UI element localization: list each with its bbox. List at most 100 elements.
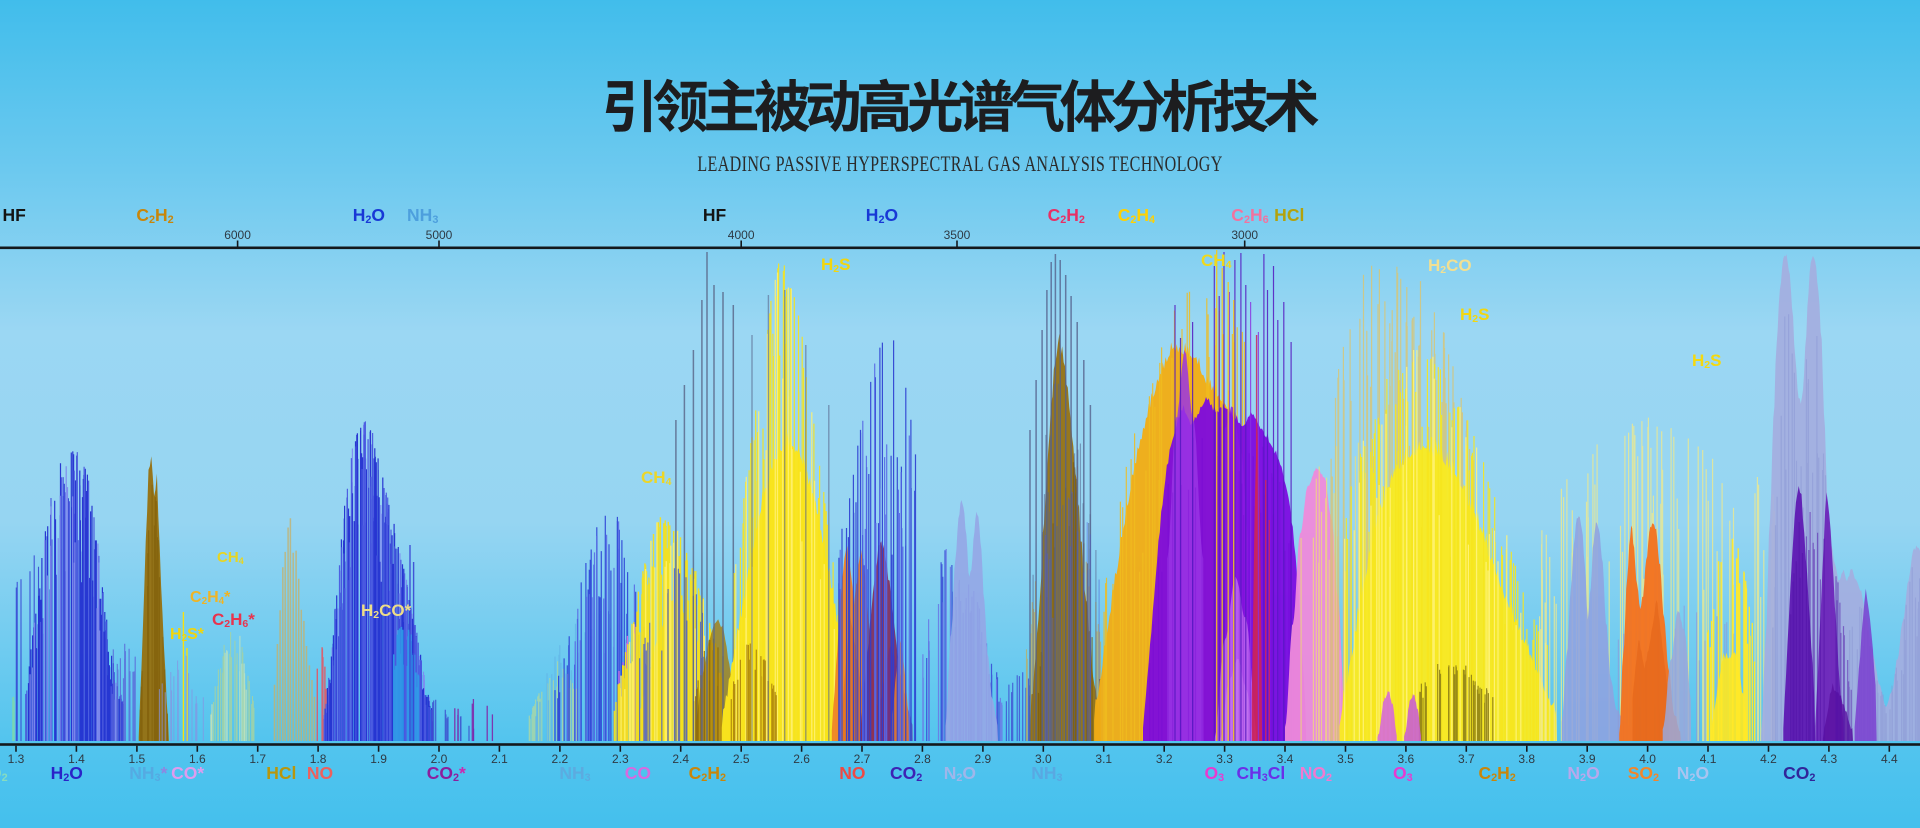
band-CH4	[210, 635, 247, 741]
band-C2H2	[1419, 664, 1494, 741]
page-subtitle: LEADING PASSIVE HYPERSPECTRAL GAS ANALYS…	[697, 151, 1223, 176]
band-N2O	[1662, 610, 1692, 741]
bottom-molecule-label: CO*	[171, 763, 205, 783]
band-O3	[1404, 693, 1421, 741]
top-axis-tick-label: 6000	[224, 227, 251, 242]
bottom-molecule-label: N2O	[1567, 763, 1600, 784]
plot-molecule-label: C2H6*	[212, 610, 255, 630]
band-C2H6	[1174, 252, 1292, 741]
bottom-axis-tick-label: 1.8	[309, 751, 327, 766]
band-H2O	[29, 466, 117, 741]
plot-molecule-label: H2CO*	[361, 601, 412, 621]
bottom-molecule-label: NH3	[559, 763, 591, 784]
band-H2S*	[182, 612, 188, 741]
axis-ticks	[15, 240, 1891, 752]
band-NO	[891, 639, 910, 741]
bottom-axis-tick-label: 1.4	[68, 751, 85, 766]
bottom-molecule-label: NH3	[1031, 763, 1063, 784]
bottom-molecule-label: NH3*	[129, 763, 168, 784]
bottom-axis-tick-label: 3.6	[1397, 751, 1415, 766]
plot-molecule-label: CH4	[641, 468, 672, 488]
title-glyph	[959, 78, 1013, 132]
top-molecule-label: HF	[702, 205, 727, 225]
band-H2O	[751, 290, 830, 741]
bottom-axis-tick-label: 2.3	[611, 751, 629, 766]
bottom-molecule-label: N2O	[943, 763, 977, 784]
plot-molecule-label: H2CO	[1428, 256, 1472, 276]
band-C2H2	[138, 456, 169, 741]
top-axis-tick-label: 3500	[943, 227, 971, 242]
bottom-axis-tick-label: 2.9	[974, 751, 992, 766]
band-O3	[1377, 690, 1397, 741]
top-molecule-label: C2H6	[1231, 205, 1269, 226]
title-glyph	[755, 78, 810, 133]
band-C2H6	[1167, 350, 1204, 741]
bottom-axis-tick-label: 4.3	[1820, 751, 1838, 766]
bottom-axis-tick-label: 3.3	[1216, 751, 1233, 766]
band-H2O	[1044, 491, 1100, 741]
band-H2O	[839, 363, 910, 741]
band-H2O	[432, 699, 475, 741]
band-N2O	[945, 500, 998, 741]
title-glyph	[1264, 79, 1319, 133]
plot-molecule-label: C2H4*	[190, 589, 231, 607]
band-H2S	[1706, 538, 1756, 741]
bottom-molecule-label: CO2	[1783, 763, 1816, 784]
bottom-axis-tick-label: 1.5	[128, 751, 146, 766]
band-CH4	[210, 632, 255, 741]
top-molecule-label: NH3	[407, 205, 439, 226]
top-molecule-label: C2H2	[1047, 205, 1085, 226]
band-HCl	[1255, 335, 1270, 741]
bottom-molecule-label: CH3Cl	[1236, 763, 1286, 784]
bottom-axis-tick-label: 2.0	[430, 751, 448, 766]
bottom-molecule-label: CO	[624, 763, 651, 783]
plot-molecule-label: CH4	[1201, 251, 1232, 271]
band-C2H6	[1228, 292, 1259, 741]
bottom-axis-tick-label: 3.5	[1337, 751, 1354, 766]
bottom-axis-tick-label: 4.2	[1760, 751, 1777, 766]
bottom-axis-tick-label: 1.9	[370, 751, 387, 766]
page-title	[605, 78, 1319, 133]
title-glyph	[653, 78, 708, 133]
bottom-molecule-label: SO2	[1627, 763, 1660, 784]
bottom-axis-tick-label: 2.5	[732, 751, 750, 766]
bottom-axis-tick-label: 4.4	[1880, 751, 1898, 766]
top-molecule-label: C2H4	[1117, 205, 1156, 226]
top-axis-tick-label: 3000	[1231, 227, 1259, 242]
bottom-axis-tick-label: 2.8	[914, 751, 931, 766]
title-glyph	[706, 78, 758, 131]
plot-molecule-label: H2S*	[170, 626, 204, 644]
bottom-axis-tick-label: 4.1	[1699, 751, 1717, 766]
title-glyph	[605, 79, 651, 133]
top-axis-tick-label: 5000	[425, 227, 453, 242]
bottom-molecule-label: O3	[1204, 763, 1225, 784]
bottom-axis-tick-label: 2.6	[793, 751, 810, 766]
bottom-molecule-label: NO2	[1299, 763, 1332, 784]
title-glyph	[1162, 78, 1217, 133]
title-glyph	[1009, 78, 1064, 132]
plot-molecule-label: CH4	[217, 549, 244, 566]
top-axis-line	[0, 246, 1920, 250]
title-glyph	[908, 78, 962, 133]
top-molecule-label: C2H2	[136, 205, 174, 226]
top-molecule-label: HF	[2, 205, 26, 225]
top-molecule-label: H2O	[865, 205, 899, 226]
bottom-axis-tick-label: 2.1	[491, 751, 508, 766]
bottom-axis-tick-label: 1.7	[249, 751, 267, 766]
bottom-axis-line	[0, 743, 1920, 746]
band-CH4	[1216, 250, 1235, 741]
bottom-molecule-label: HCl	[266, 763, 297, 783]
bottom-molecule-label: NO	[306, 763, 334, 783]
top-axis-tick-label: 4000	[727, 227, 755, 242]
band-NH3*	[158, 655, 204, 741]
plot-molecule-label: H2S	[821, 255, 851, 275]
title-glyph	[1213, 78, 1268, 133]
band-O2	[12, 696, 27, 741]
bottom-axis-tick-label: 3.1	[1095, 751, 1113, 766]
band-HF	[675, 252, 735, 741]
bottom-axis-tick-label: 4.0	[1639, 751, 1656, 766]
bottom-molecule-label: C2H2	[1478, 763, 1516, 784]
top-molecule-label: HCl	[1274, 205, 1305, 225]
